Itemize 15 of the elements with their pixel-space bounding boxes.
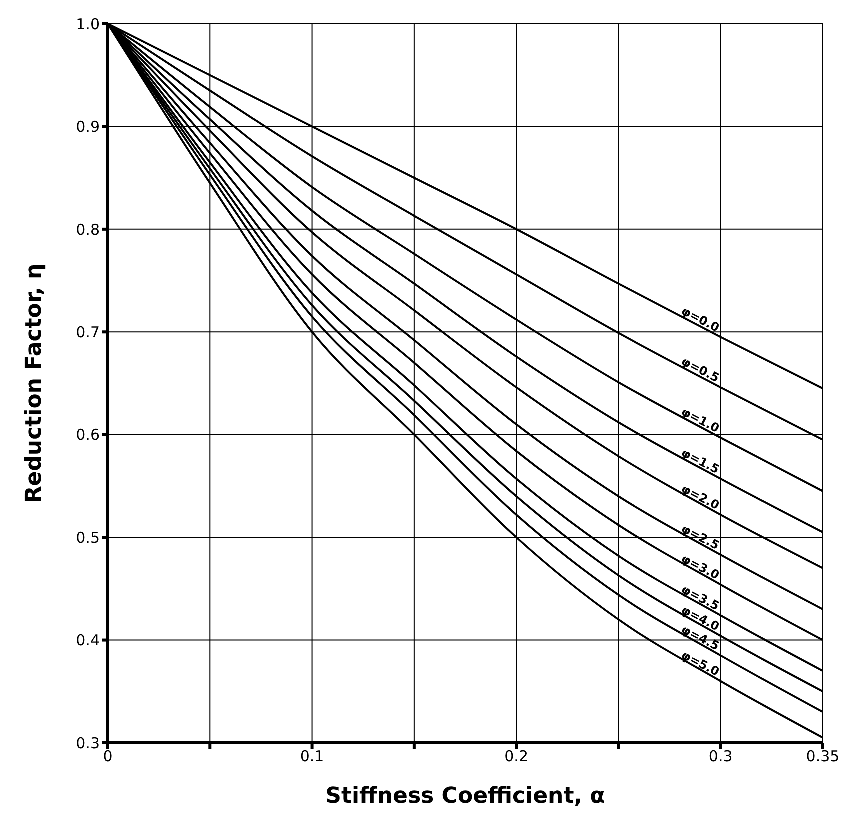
y-tick-label: 1.0 [76, 15, 100, 34]
x-tick-label: 0 [103, 748, 113, 766]
y-tick-label: 0.7 [76, 323, 100, 342]
y-axis-title: Reduction Factor, η [22, 264, 47, 504]
y-tick-label: 0.6 [76, 426, 100, 444]
x-tick-label: 0.3 [708, 748, 733, 766]
y-tick-label: 0.8 [76, 220, 100, 239]
y-tick-label: 0.9 [76, 118, 100, 136]
y-tick-label: 0.3 [76, 734, 100, 752]
x-tick-label: 0.35 [806, 748, 840, 766]
y-tick-label: 0.5 [76, 528, 100, 547]
x-axis-title: Stiffness Coefficient, α [326, 784, 606, 809]
x-tick-label: 0.1 [300, 748, 324, 766]
y-tick-label: 0.4 [76, 632, 100, 650]
x-tick-label: 0.2 [504, 748, 528, 766]
